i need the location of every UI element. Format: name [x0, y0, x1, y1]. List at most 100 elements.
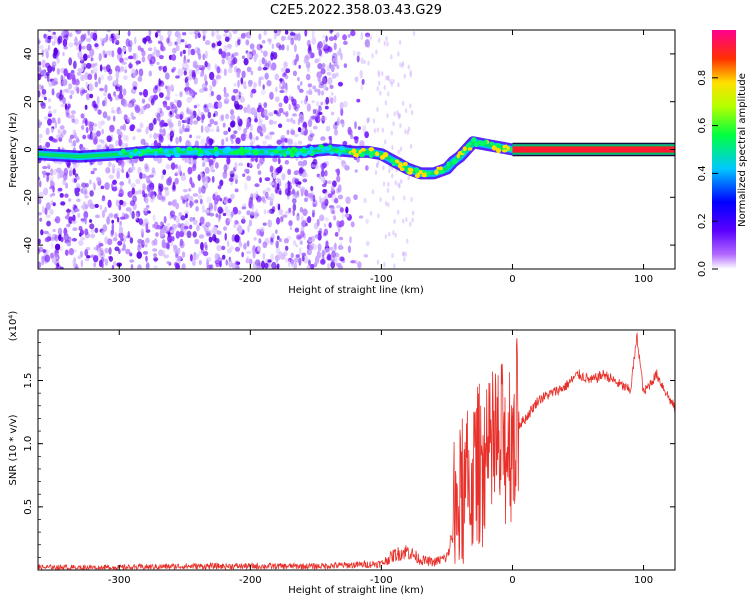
noise-speck [246, 210, 251, 216]
noise-speck [269, 131, 275, 136]
noise-speck [329, 30, 333, 34]
noise-speck [84, 195, 89, 199]
noise-speck [76, 86, 80, 94]
noise-speck [233, 52, 239, 57]
noise-speck [144, 243, 148, 248]
noise-speck [335, 205, 342, 209]
noise-speck [272, 156, 278, 163]
noise-speck [277, 112, 282, 117]
noise-speck [38, 180, 42, 188]
noise-speck [307, 216, 312, 224]
noise-speck [135, 60, 139, 66]
noise-speck [250, 157, 255, 162]
noise-speck [393, 218, 396, 224]
noise-speck [232, 30, 238, 35]
noise-speck [200, 138, 206, 147]
noise-speck [257, 246, 262, 252]
noise-speck [284, 160, 290, 165]
snr-line-layer [38, 332, 675, 570]
noise-speck [275, 86, 278, 93]
noise-speck [320, 90, 325, 96]
ridge-blob [167, 152, 171, 158]
noise-speck [148, 30, 152, 37]
noise-speck [131, 187, 135, 195]
noise-speck [319, 214, 325, 222]
noise-speck [273, 110, 278, 115]
noise-speck [174, 99, 179, 103]
noise-speck [89, 190, 94, 197]
noise-speck [345, 206, 349, 214]
noise-speck [145, 237, 150, 244]
noise-speck [334, 197, 339, 204]
noise-speck [73, 178, 78, 183]
noise-speck [379, 197, 382, 203]
noise-speck [69, 71, 75, 77]
noise-speck [303, 57, 309, 65]
noise-speck [97, 109, 102, 115]
noise-speck [289, 32, 296, 36]
noise-speck [188, 31, 195, 35]
noise-speck [333, 215, 337, 221]
noise-speck [42, 173, 46, 178]
noise-speck [234, 234, 240, 243]
noise-speck [251, 88, 257, 94]
noise-speck [302, 208, 308, 216]
noise-speck [310, 193, 314, 202]
noise-speck [104, 84, 108, 93]
noise-speck [350, 221, 355, 228]
noise-speck [398, 112, 402, 118]
noise-speck [297, 235, 303, 240]
noise-speck [100, 197, 106, 202]
noise-speck [303, 197, 309, 203]
noise-speck [159, 128, 163, 134]
noise-speck [319, 197, 325, 205]
noise-speck [110, 33, 114, 39]
noise-speck [401, 100, 405, 106]
noise-speck [338, 236, 344, 241]
noise-speck [326, 71, 332, 76]
noise-speck [81, 120, 85, 125]
noise-speck [216, 125, 220, 130]
noise-speck [388, 168, 391, 174]
noise-speck [161, 249, 166, 257]
noise-speck [145, 126, 149, 135]
noise-speck [57, 161, 63, 165]
noise-speck [347, 126, 352, 135]
noise-speck [376, 127, 380, 133]
noise-speck [410, 110, 414, 116]
noise-speck [290, 117, 294, 123]
ridge-blob [285, 150, 290, 155]
noise-speck [306, 52, 312, 60]
noise-speck [337, 194, 344, 200]
noise-speck [70, 114, 75, 120]
noise-speck [190, 195, 194, 201]
noise-speck [376, 259, 380, 265]
noise-speck [277, 203, 281, 211]
noise-speck [121, 46, 127, 52]
noise-speck [120, 66, 125, 72]
noise-speck [336, 175, 341, 183]
noise-speck [211, 78, 217, 87]
noise-speck [214, 63, 218, 70]
noise-speck [189, 216, 194, 223]
noise-speck [209, 128, 215, 132]
noise-speck [313, 125, 318, 130]
noise-speck [139, 172, 143, 180]
noise-speck [234, 246, 241, 252]
noise-speck [270, 237, 274, 243]
noise-speck [84, 249, 89, 257]
noise-speck [288, 259, 291, 268]
noise-speck [299, 186, 306, 192]
noise-speck [194, 238, 200, 245]
noise-speck [104, 236, 109, 244]
noise-speck [117, 134, 122, 140]
noise-speck [50, 237, 55, 242]
noise-speck [102, 66, 106, 70]
noise-speck [83, 89, 88, 94]
noise-speck [323, 84, 328, 91]
noise-speck [258, 78, 262, 87]
noise-speck [129, 259, 135, 263]
noise-speck [141, 98, 146, 104]
noise-speck [85, 93, 91, 101]
noise-speck [202, 30, 206, 35]
